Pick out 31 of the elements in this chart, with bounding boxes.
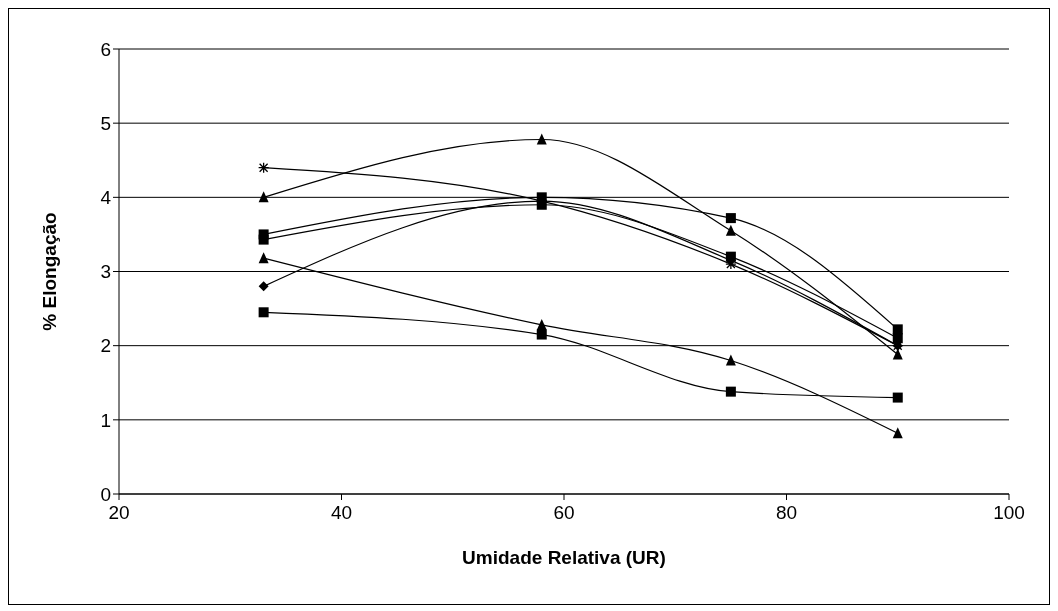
y-tick-label: 6	[100, 38, 111, 60]
y-tick-label: 1	[100, 409, 111, 431]
x-tick-label: 20	[108, 502, 130, 524]
y-tick-label: 2	[100, 335, 111, 357]
point	[258, 191, 269, 203]
point	[725, 354, 736, 366]
point	[725, 386, 736, 397]
point	[536, 329, 547, 340]
x-tick-label: 40	[330, 502, 353, 524]
point	[892, 392, 903, 403]
point	[536, 133, 547, 145]
x-tick-label: 60	[553, 502, 575, 524]
x-tick-label: 80	[775, 502, 798, 524]
point	[892, 333, 903, 344]
point	[892, 427, 903, 439]
point	[257, 162, 270, 174]
point	[536, 318, 547, 330]
y-axis-title: % Elongação	[38, 212, 60, 331]
point	[258, 281, 269, 292]
point	[725, 213, 736, 224]
x-axis-title: Umidade Relativa (UR)	[462, 547, 666, 568]
point	[258, 234, 269, 245]
y-tick-label: 4	[100, 187, 112, 209]
y-tick-label: 5	[100, 112, 111, 134]
point	[892, 324, 903, 335]
y-tick-label: 3	[100, 261, 111, 283]
y-tick-label: 0	[100, 483, 111, 505]
x-tick-label: 100	[993, 502, 1025, 524]
point	[258, 307, 269, 318]
point	[725, 224, 736, 236]
point	[258, 252, 269, 264]
